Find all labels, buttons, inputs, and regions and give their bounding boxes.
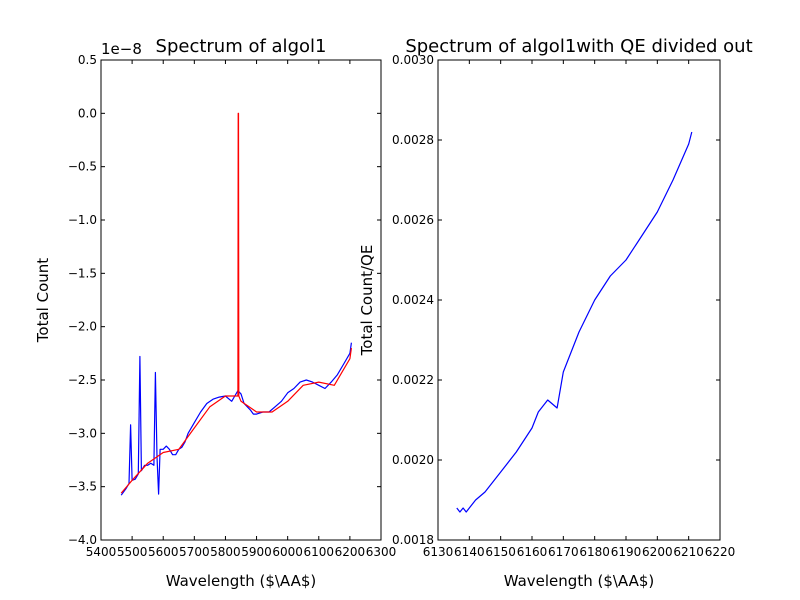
left-chart-title: Spectrum of algol1: [156, 36, 327, 57]
left-axis-ticks: 5400 5500 5600 5700 5800 5900 6000 6100 6200 6300…: [68, 53, 396, 559]
left-x-tick-label: 5600: [148, 545, 179, 559]
right-y-tick-label: 0.0018: [392, 533, 434, 547]
right-x-tick-label: 6170: [548, 545, 579, 559]
left-y-tick-label: 0.0: [78, 106, 97, 120]
right-plot-frame: [437, 59, 721, 541]
left-chart-panel: Spectrum of algol1 Wavelength ($\AA$) To…: [34, 36, 396, 590]
left-y-tick-label: −0.5: [68, 160, 97, 174]
left-y-axis-label: Total Count: [34, 258, 52, 343]
left-y-tick-label: −2.0: [68, 320, 97, 334]
left-y-tick-label: −2.5: [68, 373, 97, 387]
right-y-tick-label: 0.0020: [392, 453, 434, 467]
right-y-tick-label: 0.0030: [392, 53, 434, 67]
right-y-tick-label: 0.0022: [392, 373, 434, 387]
right-series-group: [456, 131, 693, 513]
right-x-tick-label: 6130: [423, 545, 454, 559]
left-x-tick-label: 5700: [179, 545, 210, 559]
left-series-line-0: [120, 342, 352, 496]
right-x-tick-label: 6140: [454, 545, 485, 559]
right-chart-title: Spectrum of algol1with QE divided out: [405, 36, 752, 57]
left-x-tick-label: 6000: [272, 545, 303, 559]
left-x-tick-label: 6300: [366, 545, 397, 559]
left-y-tick-label: −3.5: [68, 480, 97, 494]
left-plot-frame: [100, 59, 382, 541]
left-y-tick-label: −1.0: [68, 213, 97, 227]
right-x-tick-label: 6190: [611, 545, 642, 559]
right-chart-panel: Spectrum of algol1with QE divided out Wa…: [358, 36, 753, 590]
right-x-tick-label: 6200: [642, 545, 673, 559]
right-y-tick-label: 0.0024: [392, 293, 434, 307]
left-y-offset-text: 1e−8: [101, 40, 142, 58]
left-x-tick-label: 5500: [117, 545, 148, 559]
right-y-axis-label: Total Count/QE: [358, 245, 376, 357]
left-x-tick-label: 5900: [241, 545, 272, 559]
left-series-line-1: [120, 112, 352, 494]
left-series-group: [120, 112, 352, 496]
left-y-tick-label: −4.0: [68, 533, 97, 547]
right-x-tick-label: 6150: [485, 545, 516, 559]
right-x-tick-label: 6210: [673, 545, 704, 559]
right-y-tick-label: 0.0026: [392, 213, 434, 227]
left-x-tick-label: 6200: [335, 545, 366, 559]
left-x-tick-label: 5800: [210, 545, 241, 559]
right-axis-ticks: 6130 6140 6150 6160 6170 6180 6190 6200 6210 6220…: [392, 53, 735, 559]
right-x-tick-label: 6160: [517, 545, 548, 559]
right-series-line-0: [456, 131, 693, 513]
left-y-tick-label: 0.5: [78, 53, 97, 67]
left-x-axis-label: Wavelength ($\AA$): [166, 572, 317, 590]
right-x-tick-label: 6220: [705, 545, 736, 559]
left-x-tick-label: 6100: [304, 545, 335, 559]
left-y-tick-label: −1.5: [68, 266, 97, 280]
right-x-tick-label: 6180: [579, 545, 610, 559]
left-x-tick-label: 5400: [86, 545, 117, 559]
left-y-tick-label: −3.0: [68, 426, 97, 440]
right-y-tick-label: 0.0028: [392, 133, 434, 147]
right-x-axis-label: Wavelength ($\AA$): [504, 572, 655, 590]
